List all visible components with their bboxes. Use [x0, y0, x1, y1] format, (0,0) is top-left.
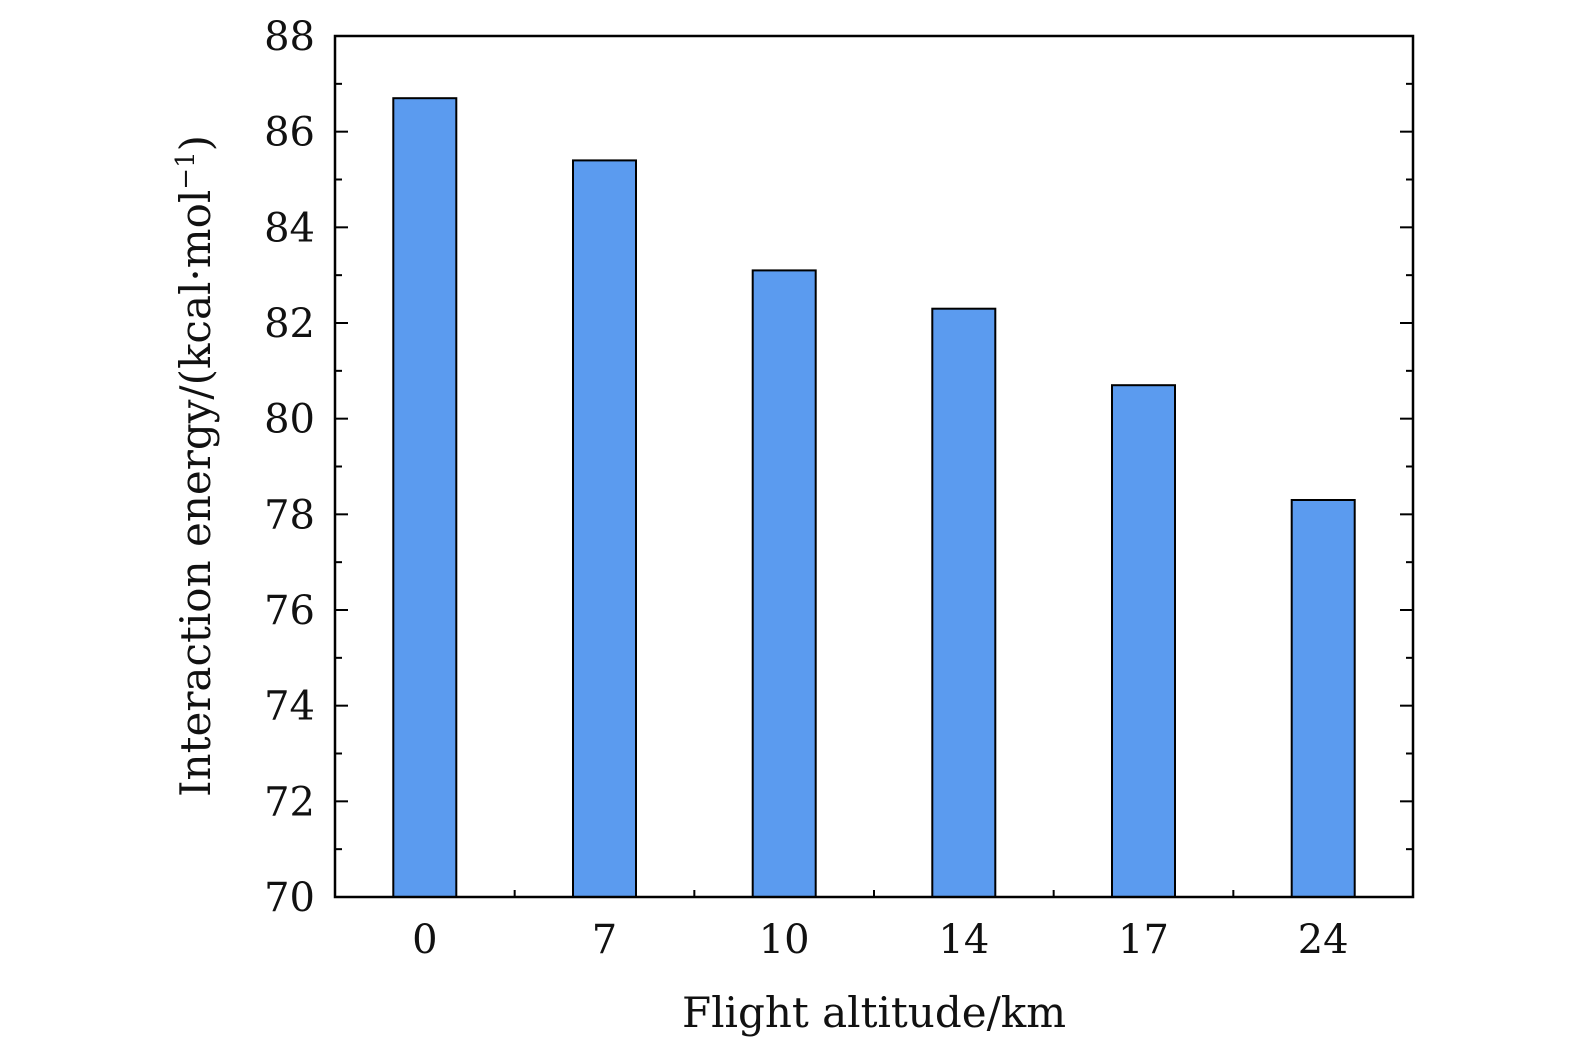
- y-axis-label: Interaction energy/(kcal·mol−1): [171, 135, 220, 797]
- y-tick-label: 72: [264, 779, 315, 825]
- x-axis-label: Flight altitude/km: [682, 988, 1066, 1037]
- bar-7: [572, 159, 637, 898]
- y-tick-label: 84: [264, 205, 315, 251]
- x-axis: 0 7 10 14 17 24: [412, 890, 1349, 963]
- y-tick-label: 74: [264, 684, 315, 730]
- x-tick-label: 14: [938, 917, 989, 963]
- y-axis: 70 72 74 76 78 80 82 84 86 88: [264, 14, 1413, 921]
- bar-0: [392, 97, 458, 898]
- y-axis-label-superscript: −1: [171, 151, 201, 189]
- x-tick-label: 7: [592, 917, 617, 963]
- y-tick-label: 88: [264, 14, 315, 60]
- x-tick-label: 10: [759, 917, 810, 963]
- y-tick-label: 70: [264, 875, 315, 921]
- y-tick-label: 76: [264, 588, 315, 634]
- x-tick-label: 0: [412, 917, 437, 963]
- y-axis-label-main: Interaction energy/(kcal·mol: [171, 190, 220, 797]
- bar-24: [1290, 499, 1356, 898]
- bar-14: [931, 307, 997, 898]
- bars-group: [392, 97, 1356, 898]
- y-tick-label: 80: [264, 397, 315, 443]
- y-tick-label: 82: [264, 301, 315, 347]
- y-axis-label-close: ): [171, 135, 220, 151]
- x-tick-label: 24: [1298, 917, 1349, 963]
- y-tick-label: 86: [264, 110, 315, 156]
- bar-10: [751, 269, 817, 898]
- x-tick-label: 17: [1118, 917, 1169, 963]
- y-tick-label: 78: [264, 492, 315, 538]
- bar-17: [1111, 384, 1176, 898]
